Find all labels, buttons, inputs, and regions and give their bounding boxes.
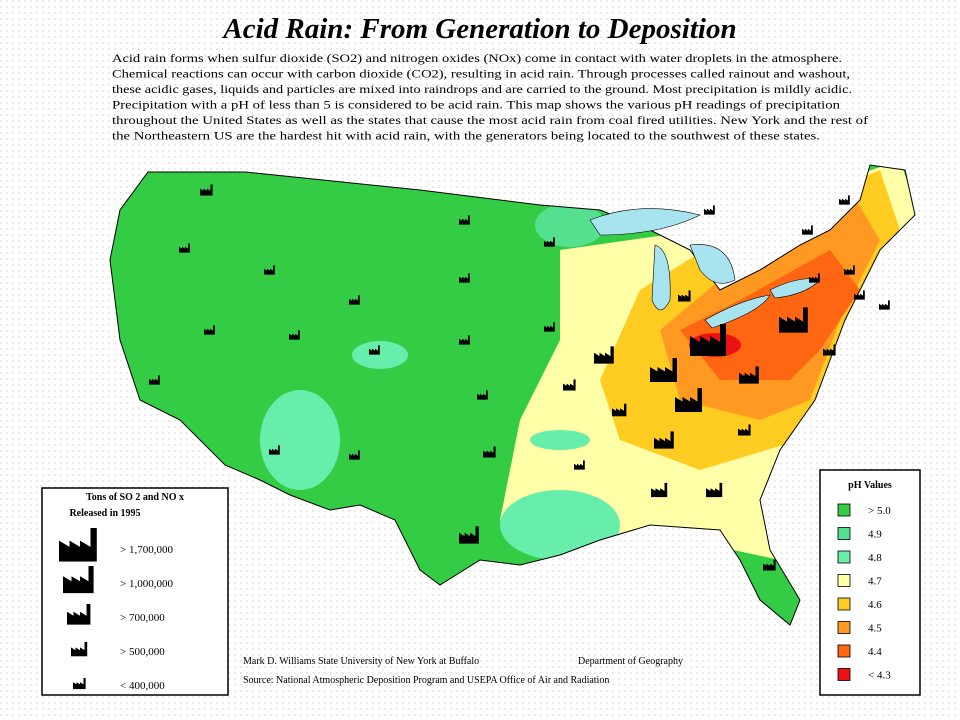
legend-label: < 400,000 <box>120 680 165 692</box>
legend-label: 4.6 <box>868 599 882 611</box>
legend-swatch <box>837 550 851 564</box>
credit-author: Mark D. Williams State University of New… <box>243 656 479 667</box>
legend-label: > 1,700,000 <box>120 544 173 556</box>
legend-label: 4.9 <box>868 529 882 541</box>
legend-title: Tons of SO 2 and NO x <box>86 492 184 503</box>
legend-swatch <box>837 503 851 517</box>
legend-swatch <box>837 527 851 540</box>
zone <box>352 341 408 369</box>
ph-legend: pH Values > 5.0 4.9 4.8 4.7 4.6 4.5 4.4 < 4.3 <box>819 469 921 696</box>
legend-label: > 700,000 <box>120 612 165 624</box>
description-line: these acidic gases, liquids and particle… <box>112 84 852 96</box>
zone <box>535 203 605 247</box>
zone <box>530 430 590 450</box>
legend-swatch <box>837 574 851 587</box>
great-lakes <box>589 208 821 329</box>
description-line: throughout the United States as well as … <box>112 115 868 127</box>
legend-label: > 500,000 <box>120 646 165 658</box>
description: Acid rain forms when sulfur dioxide (SO2… <box>112 53 868 143</box>
zone <box>500 490 620 560</box>
description-line: Precipitation with a pH of less than 5 i… <box>112 100 840 112</box>
legend-title: pH Values <box>848 480 892 491</box>
legend-swatch <box>837 597 851 611</box>
legend-title: Released in 1995 <box>69 508 140 519</box>
description-line: the Northeastern US are the hardest hit … <box>112 131 820 143</box>
legend-swatch <box>837 668 851 681</box>
credit-source: Source: National Atmospheric Deposition … <box>243 675 609 686</box>
legend-label: 4.8 <box>868 552 882 564</box>
description-line: Acid rain forms when sulfur dioxide (SO2… <box>112 53 842 65</box>
description-line: Chemical reactions can occur with carbon… <box>112 69 850 81</box>
emissions-legend: Tons of SO 2 and NO x Released in 1995 >… <box>41 487 229 696</box>
title: Acid Rain: From Generation to Deposition <box>221 13 736 45</box>
legend-label: > 5.0 <box>868 505 891 517</box>
legend-label: 4.7 <box>868 576 882 588</box>
legend-label: > 1,000,000 <box>120 578 173 590</box>
legend-label: 4.5 <box>868 623 882 635</box>
legend-label: < 4.3 <box>868 670 891 682</box>
credit-department: Department of Geography <box>578 656 683 667</box>
legend-label: 4.4 <box>868 646 882 658</box>
zone <box>260 390 340 490</box>
legend-swatch <box>837 621 851 634</box>
legend-swatch <box>837 644 851 658</box>
